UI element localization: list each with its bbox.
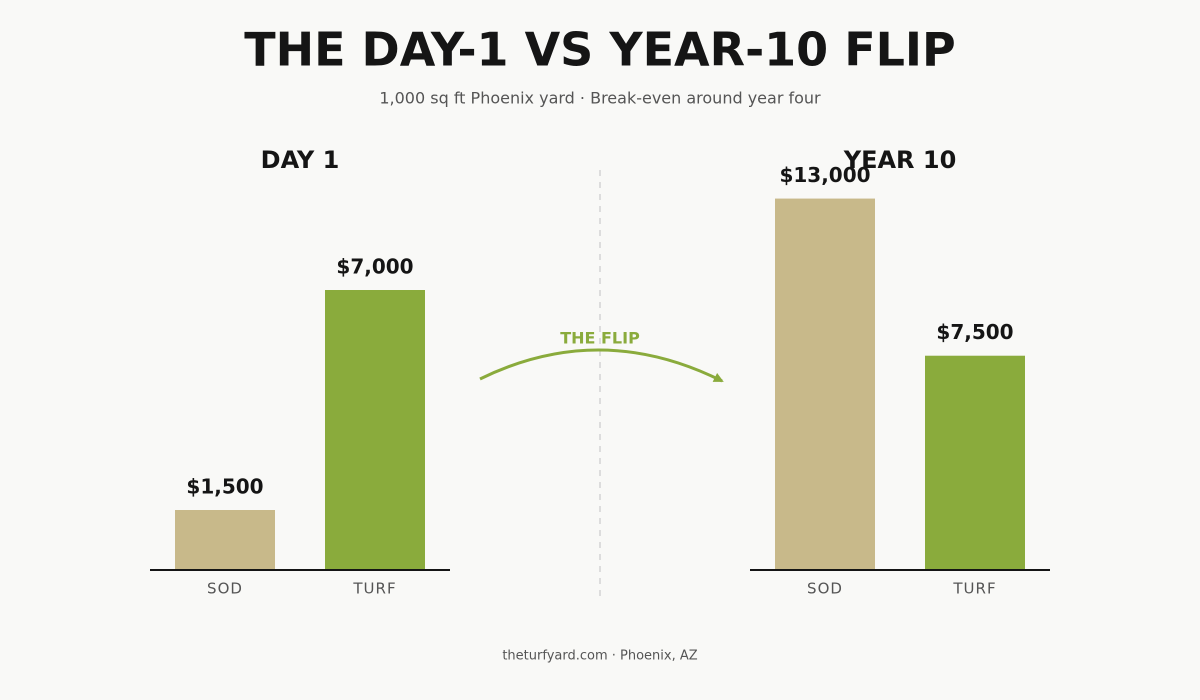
x-tick-label: SOD [807,580,843,598]
bar [775,198,875,571]
annotation: THE FLIP [560,329,640,348]
bar [175,510,275,570]
flip-arrow [479,348,724,383]
x-tick-label: TURF [352,580,396,598]
chart-subtitle: 1,000 sq ft Phoenix yard · Break-even ar… [379,89,821,108]
footer: theturfyard.com · Phoenix, AZ [502,649,697,664]
x-tick-label: SOD [207,580,243,598]
value-label: $1,500 [186,475,263,499]
chart-title: THE DAY-1 VS YEAR-10 FLIP [244,23,956,77]
value-label: $7,500 [936,320,1013,344]
x-tick-label: TURF [952,580,996,598]
value-label: $13,000 [779,163,870,187]
bar [925,355,1025,570]
panel-title: YEAR 10 [843,146,957,174]
panel-title: DAY 1 [261,146,340,174]
bar [325,290,425,570]
value-label: $7,000 [336,255,413,279]
